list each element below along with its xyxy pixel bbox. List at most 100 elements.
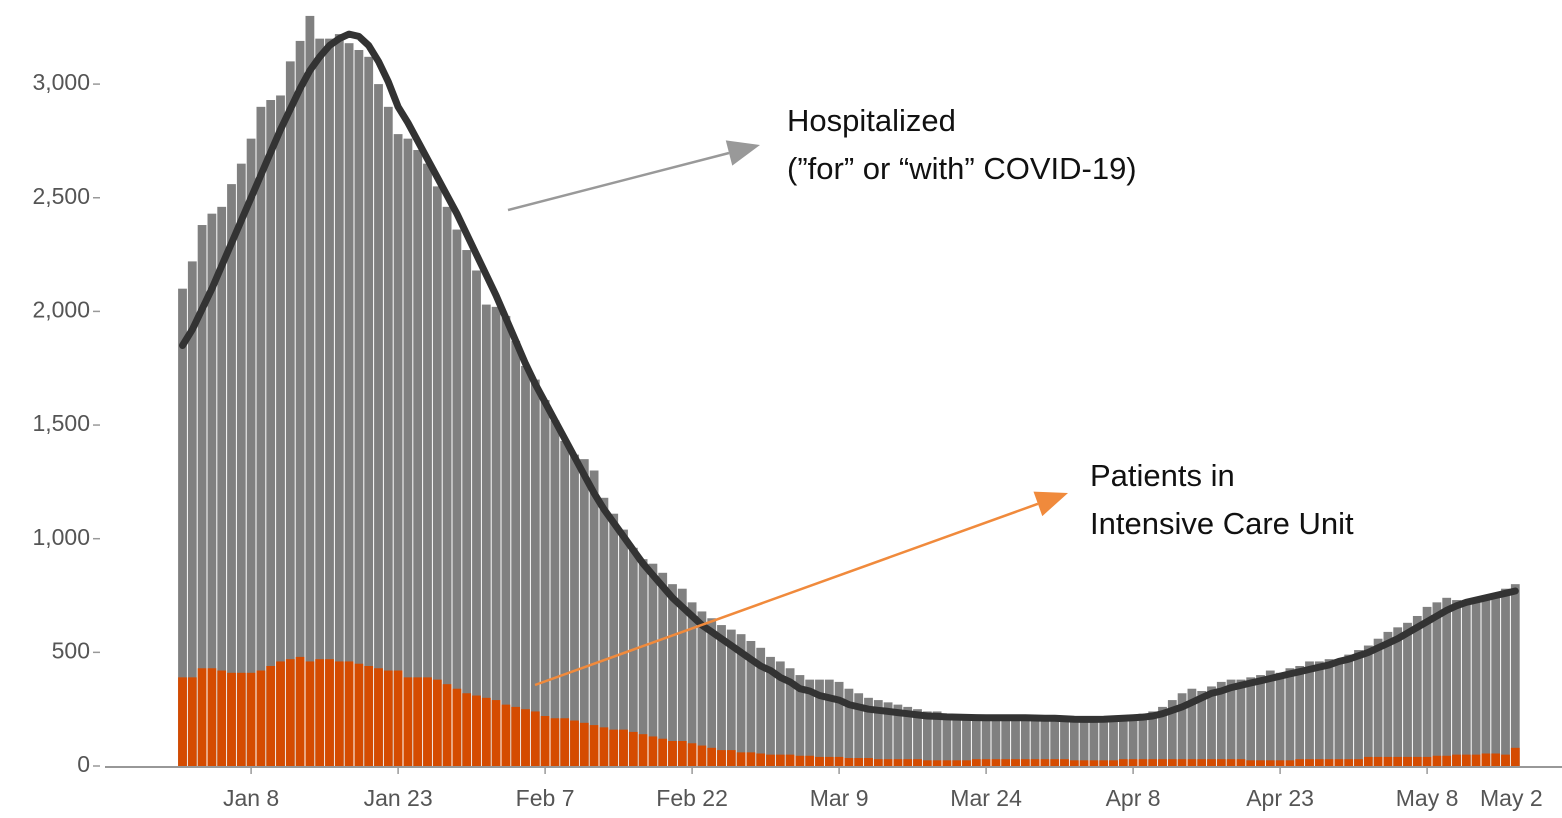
bar (236, 672, 246, 766)
bar (824, 679, 834, 766)
bar (550, 420, 560, 766)
bar (1373, 638, 1383, 766)
bar (354, 663, 364, 766)
bar (325, 38, 334, 767)
bar (638, 559, 648, 766)
bar (579, 722, 589, 766)
x-tick-label: Feb 7 (516, 785, 575, 811)
bar (1275, 672, 1285, 766)
bar (432, 186, 442, 767)
bar (962, 715, 971, 766)
bar (775, 661, 785, 766)
bar (315, 659, 325, 766)
bar (1461, 602, 1471, 766)
bar (1246, 760, 1256, 766)
bar (766, 754, 775, 766)
bar (1295, 759, 1305, 766)
bar (932, 760, 942, 766)
bar (178, 288, 187, 766)
bar (423, 677, 432, 766)
y-tick-label: 1,000 (32, 524, 90, 550)
bar (1187, 688, 1197, 766)
bar (1011, 759, 1020, 766)
bar (1099, 760, 1109, 766)
bar (207, 213, 217, 766)
bar (1471, 597, 1481, 766)
bar (1246, 677, 1256, 766)
bar (530, 711, 540, 766)
bar (1334, 759, 1344, 766)
bar (785, 668, 795, 766)
bar (677, 740, 687, 766)
bar (1510, 584, 1520, 766)
bar (501, 704, 511, 766)
bar (864, 758, 873, 766)
bar (1491, 593, 1501, 766)
bar (619, 729, 628, 766)
bar (1079, 718, 1089, 766)
x-tick-label: May 2 (1480, 785, 1543, 811)
bar (266, 100, 276, 767)
bar (354, 50, 364, 767)
bar (677, 588, 687, 766)
bar (344, 661, 354, 766)
bar (442, 684, 452, 766)
bar (187, 677, 197, 766)
bar (1344, 654, 1354, 766)
bar (1118, 759, 1128, 766)
bar (227, 184, 236, 766)
bar (1050, 717, 1060, 766)
bar (903, 759, 913, 766)
bar (217, 670, 227, 766)
trend-line (179, 30, 1519, 723)
bar (628, 547, 638, 766)
bar (981, 718, 991, 766)
bar (795, 755, 805, 766)
bar (589, 470, 599, 766)
bar (805, 755, 815, 766)
bar (285, 61, 295, 767)
bar (344, 43, 354, 766)
bar (658, 738, 668, 766)
bar (1216, 759, 1226, 766)
bar (1030, 717, 1040, 766)
bar (256, 106, 266, 766)
bar (256, 670, 266, 766)
bar (1187, 759, 1197, 766)
bar (952, 760, 962, 766)
bar (550, 718, 560, 766)
bar (1148, 759, 1158, 766)
bar (511, 340, 521, 766)
bar (971, 718, 981, 766)
x-tick-label: Mar 24 (950, 785, 1022, 811)
bar (648, 563, 658, 766)
bar (393, 134, 403, 767)
bar (873, 759, 883, 766)
bar (1324, 759, 1334, 766)
bar (305, 15, 315, 767)
bar (1197, 690, 1207, 766)
bar (1177, 693, 1187, 766)
bar (962, 760, 971, 766)
bar (207, 668, 217, 766)
bar (1069, 760, 1079, 766)
bar (609, 729, 619, 766)
bar (1177, 759, 1187, 766)
bar (756, 753, 766, 766)
bar (197, 668, 207, 766)
bar (1432, 602, 1442, 766)
bar (1158, 706, 1167, 766)
bar (1422, 606, 1432, 766)
bar (1403, 622, 1412, 766)
bar (971, 759, 981, 766)
bar (893, 759, 903, 766)
bar (570, 720, 579, 766)
bar (364, 665, 374, 766)
bar (687, 743, 697, 766)
annotation: Intensive Care Unit (1090, 506, 1354, 541)
bar (1207, 686, 1216, 766)
bar (403, 677, 413, 766)
bar (521, 365, 530, 766)
bar (668, 740, 677, 766)
bar (374, 84, 383, 766)
